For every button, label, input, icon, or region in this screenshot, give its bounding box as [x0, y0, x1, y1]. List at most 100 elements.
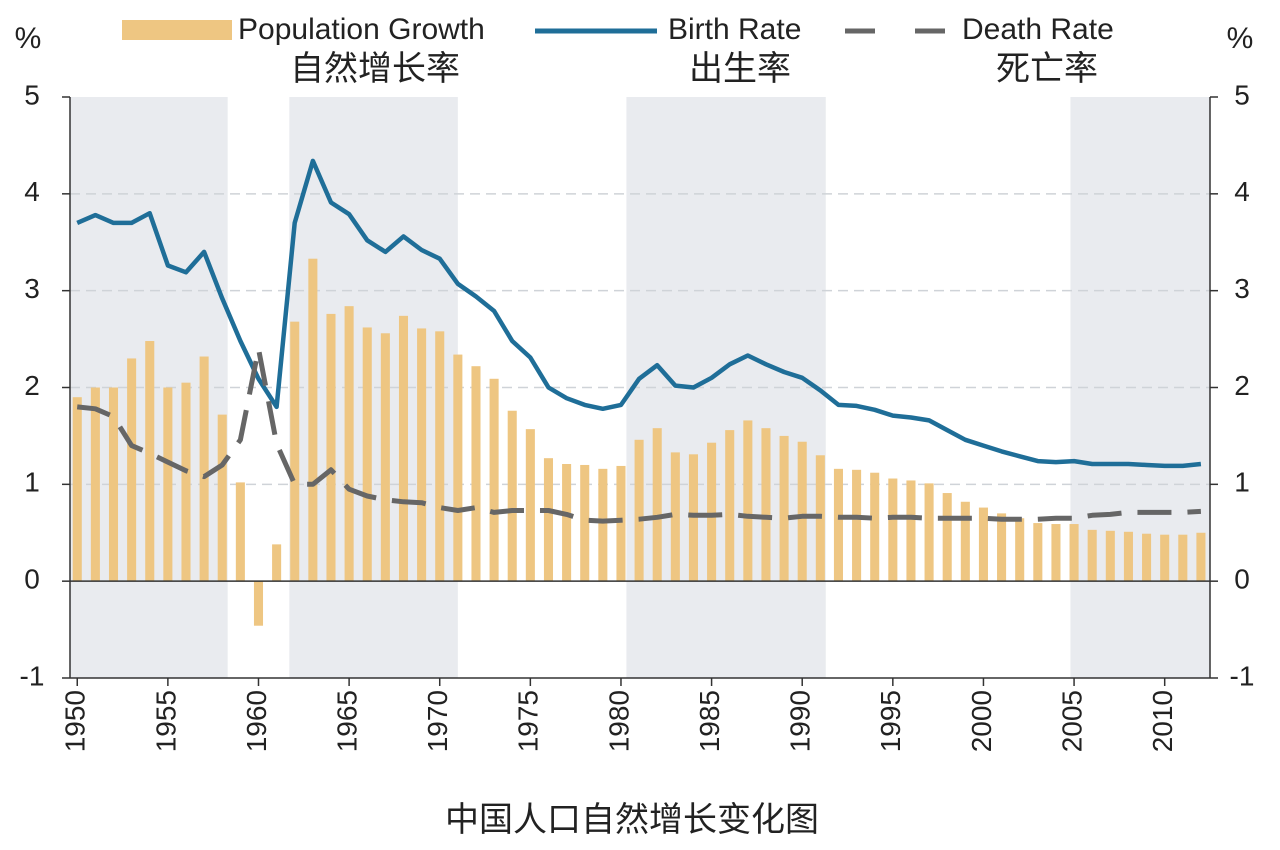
bar: [978, 507, 988, 582]
bar: [1196, 532, 1206, 582]
bar: [471, 366, 481, 582]
bar: [797, 441, 807, 582]
legend-label: Birth Rate: [668, 13, 801, 46]
bar: [199, 356, 209, 582]
x-tick-label: 1980: [603, 690, 634, 752]
bar: [1160, 534, 1170, 582]
bar: [72, 397, 82, 582]
bar: [272, 544, 282, 582]
bar: [580, 464, 590, 582]
bar: [1105, 530, 1115, 582]
y2-axis-label: %: [1227, 22, 1254, 55]
bar: [779, 435, 789, 582]
y-tick-label: 2: [24, 370, 40, 401]
y2-tick-label: 5: [1234, 79, 1250, 110]
bar: [833, 468, 843, 582]
x-tick-label: 1995: [875, 690, 906, 752]
mark-layer: [72, 158, 1206, 626]
bar: [1051, 524, 1061, 582]
y-tick-label: 4: [24, 176, 40, 207]
x-tick-label: 2010: [1147, 690, 1178, 752]
bar: [525, 429, 535, 582]
bar: [761, 428, 771, 582]
y-tick-label: 5: [24, 79, 40, 110]
chart-title: 中国人口自然增长变化图: [445, 801, 819, 839]
bar: [942, 493, 952, 582]
bar: [489, 378, 499, 582]
y-tick-label: 3: [24, 273, 40, 304]
bar: [344, 306, 354, 582]
legend-swatch: [122, 20, 232, 40]
bar: [453, 354, 463, 582]
bar: [743, 420, 753, 582]
bar: [253, 581, 264, 626]
legend-label: Population Growth: [238, 13, 485, 46]
legend-label-zh: 死亡率: [996, 50, 1098, 88]
bar: [90, 387, 100, 582]
bar: [870, 472, 880, 582]
x-tick-label: 2005: [1056, 690, 1087, 752]
bar: [417, 328, 427, 582]
bar: [380, 333, 390, 582]
bar: [1033, 523, 1043, 582]
bar: [217, 414, 227, 582]
y-axis-label: %: [15, 22, 42, 55]
y2-tick-label: 3: [1234, 273, 1250, 304]
bar: [290, 321, 300, 582]
bar: [326, 313, 336, 582]
y-tick-label: 0: [24, 564, 40, 595]
y-tick-label: 1: [24, 467, 40, 498]
bar: [852, 469, 862, 582]
bar: [362, 327, 372, 582]
bar: [1087, 529, 1097, 582]
bar: [127, 358, 137, 582]
y2-tick-label: 1: [1234, 467, 1250, 498]
x-tick-label: 1985: [694, 690, 725, 752]
bar: [562, 463, 572, 582]
bar: [145, 341, 155, 582]
bar: [507, 410, 517, 582]
bar: [707, 442, 717, 582]
bar: [1178, 534, 1188, 582]
bar: [108, 387, 119, 582]
bar: [1123, 531, 1133, 582]
bar: [652, 428, 662, 582]
bar: [181, 382, 191, 582]
bar: [1015, 518, 1025, 582]
bar: [725, 430, 735, 582]
y2-tick-label: 0: [1234, 564, 1250, 595]
x-tick-label: 1990: [785, 690, 816, 752]
bar: [997, 513, 1007, 582]
dashed-line: [76, 346, 1202, 524]
legend-label-zh: 出生率: [689, 50, 791, 88]
bar: [235, 482, 245, 582]
x-tick-label: 1960: [241, 690, 272, 752]
legend-label-zh: 自然增长率: [290, 50, 460, 88]
x-tick-label: 1950: [60, 690, 91, 752]
x-tick-label: 1965: [332, 690, 363, 752]
bar: [924, 483, 934, 582]
axis-layer: -1 0 1 2 3 4 5 -1 0 1 2 3 4 5 1950 1955 1960 1965 1970 1975…: [20, 79, 1255, 752]
bar: [163, 387, 173, 582]
y2-tick-label: 4: [1234, 176, 1250, 207]
x-tick-label: 2000: [966, 690, 997, 752]
bar: [543, 458, 554, 582]
bar: [960, 501, 970, 582]
x-tick-label: 1975: [513, 690, 544, 752]
line: [76, 158, 1202, 469]
bar: [435, 331, 445, 582]
bar: [906, 480, 916, 582]
bar: [616, 465, 626, 582]
y2-tick-label: -1: [1230, 660, 1255, 691]
bar: [1069, 524, 1079, 582]
x-tick-label: 1970: [422, 690, 453, 752]
y-tick-label: -1: [20, 660, 45, 691]
y2-tick-label: 2: [1234, 370, 1250, 401]
bar: [308, 258, 318, 582]
x-tick-label: 1955: [150, 690, 181, 752]
bar: [598, 468, 608, 582]
bar: [670, 452, 680, 582]
bar: [634, 439, 644, 582]
bar: [1142, 533, 1152, 582]
